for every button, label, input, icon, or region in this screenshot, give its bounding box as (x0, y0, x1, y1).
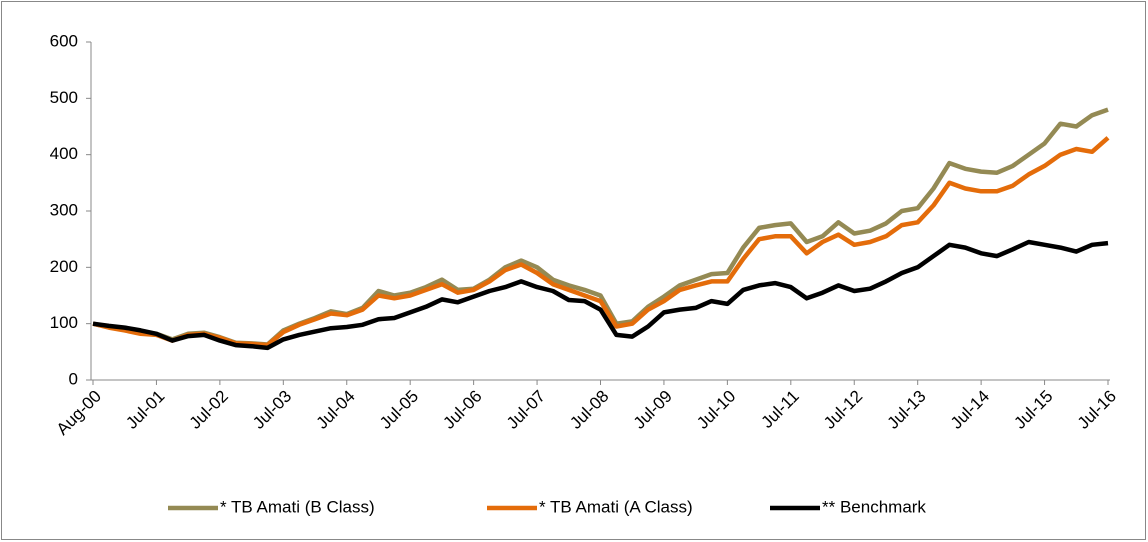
y-tick-label: 500 (50, 88, 78, 107)
y-tick-label: 600 (50, 31, 78, 50)
y-tick-label: 300 (50, 200, 78, 219)
series-line (92, 239, 1109, 351)
series-line (92, 136, 1110, 348)
legend-label: ** Benchmark (822, 497, 926, 516)
legend-label: * TB Amati (A Class) (539, 497, 693, 516)
y-tick-label: 400 (50, 144, 78, 163)
y-tick-label: 0 (69, 369, 78, 388)
legend-label: * TB Amati (B Class) (220, 497, 375, 516)
y-tick-label: 200 (50, 257, 78, 276)
y-tick-label: 100 (50, 313, 78, 332)
